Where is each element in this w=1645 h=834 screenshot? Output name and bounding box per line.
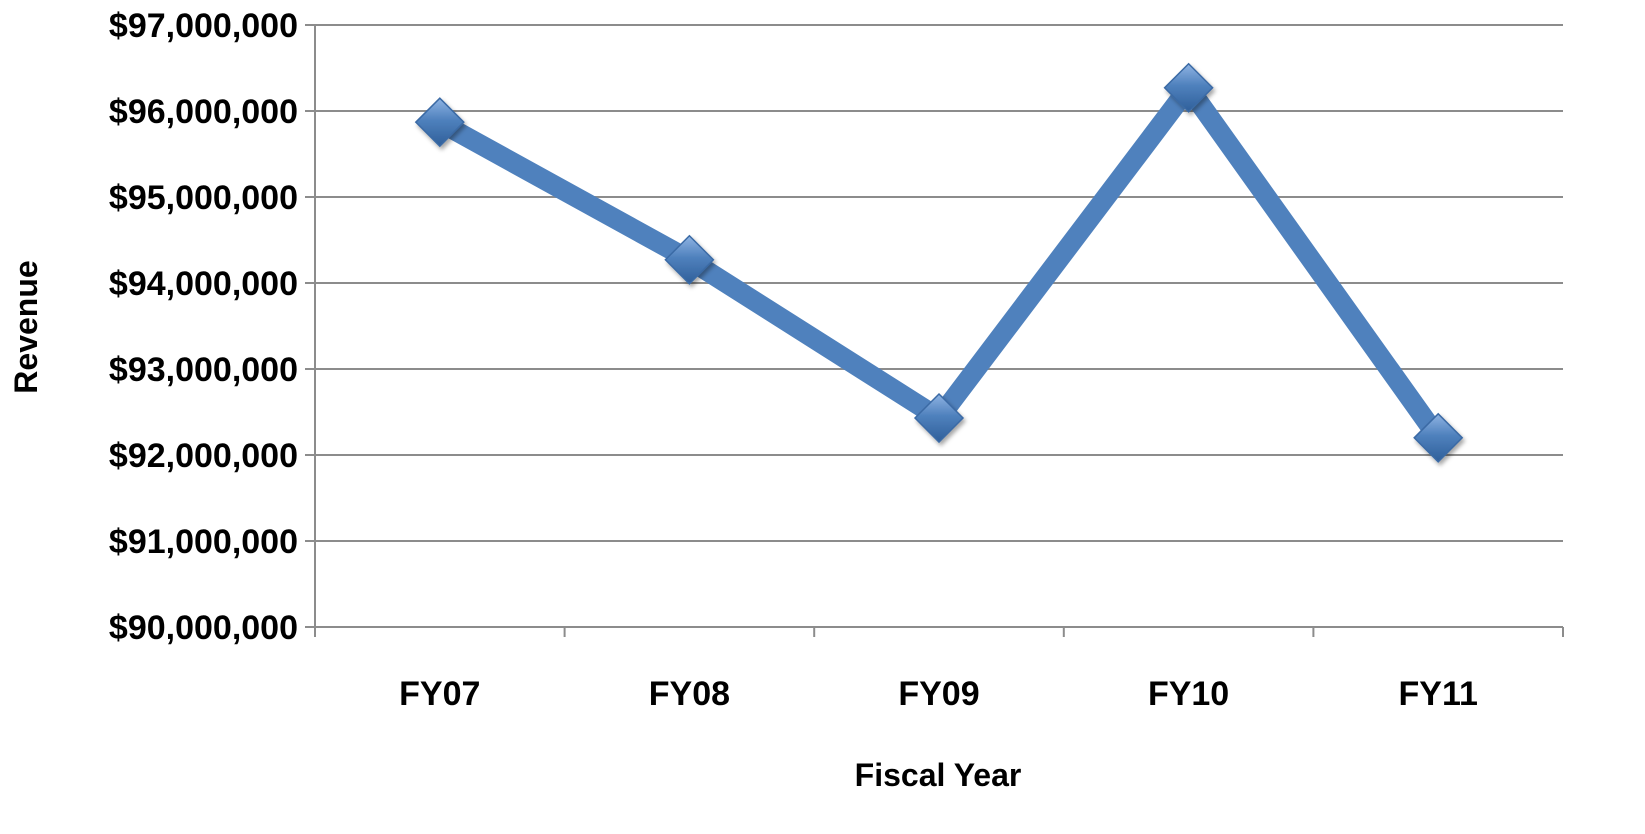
y-tick-label: $93,000,000 — [109, 351, 298, 389]
y-tick-label: $91,000,000 — [109, 523, 298, 561]
x-tick-label: FY07 — [399, 675, 480, 713]
series-markers — [414, 62, 1464, 463]
series-revenue — [429, 70, 1449, 448]
data-point-marker — [913, 392, 965, 444]
y-tick-label: $96,000,000 — [109, 93, 298, 131]
data-point-marker — [1413, 412, 1464, 463]
x-axis-title: Fiscal Year — [855, 757, 1022, 793]
y-tick-label: $92,000,000 — [109, 437, 298, 475]
y-tick-labels: $90,000,000 $91,000,000 $92,000,000 $93,000… — [109, 7, 298, 647]
data-point-marker — [664, 234, 715, 285]
y-tick-label: $94,000,000 — [109, 265, 298, 303]
y-tick-label: $95,000,000 — [109, 179, 298, 217]
x-tick-label: FY10 — [1148, 675, 1229, 713]
y-tick-label: $90,000,000 — [109, 609, 298, 647]
data-point-marker — [1163, 62, 1214, 113]
data-point-marker — [414, 97, 465, 148]
x-tick-label: FY11 — [1399, 675, 1478, 713]
series-line — [429, 70, 1449, 448]
gridlines — [305, 24, 1563, 628]
axes — [314, 25, 1564, 637]
x-tick-labels: FY07 FY08 FY09 FY10 FY11 — [399, 675, 1478, 713]
x-tick-label: FY08 — [649, 675, 730, 713]
y-tick-label: $97,000,000 — [109, 7, 298, 45]
y-axis-title: Revenue — [8, 260, 44, 393]
x-tick-label: FY09 — [898, 675, 979, 713]
